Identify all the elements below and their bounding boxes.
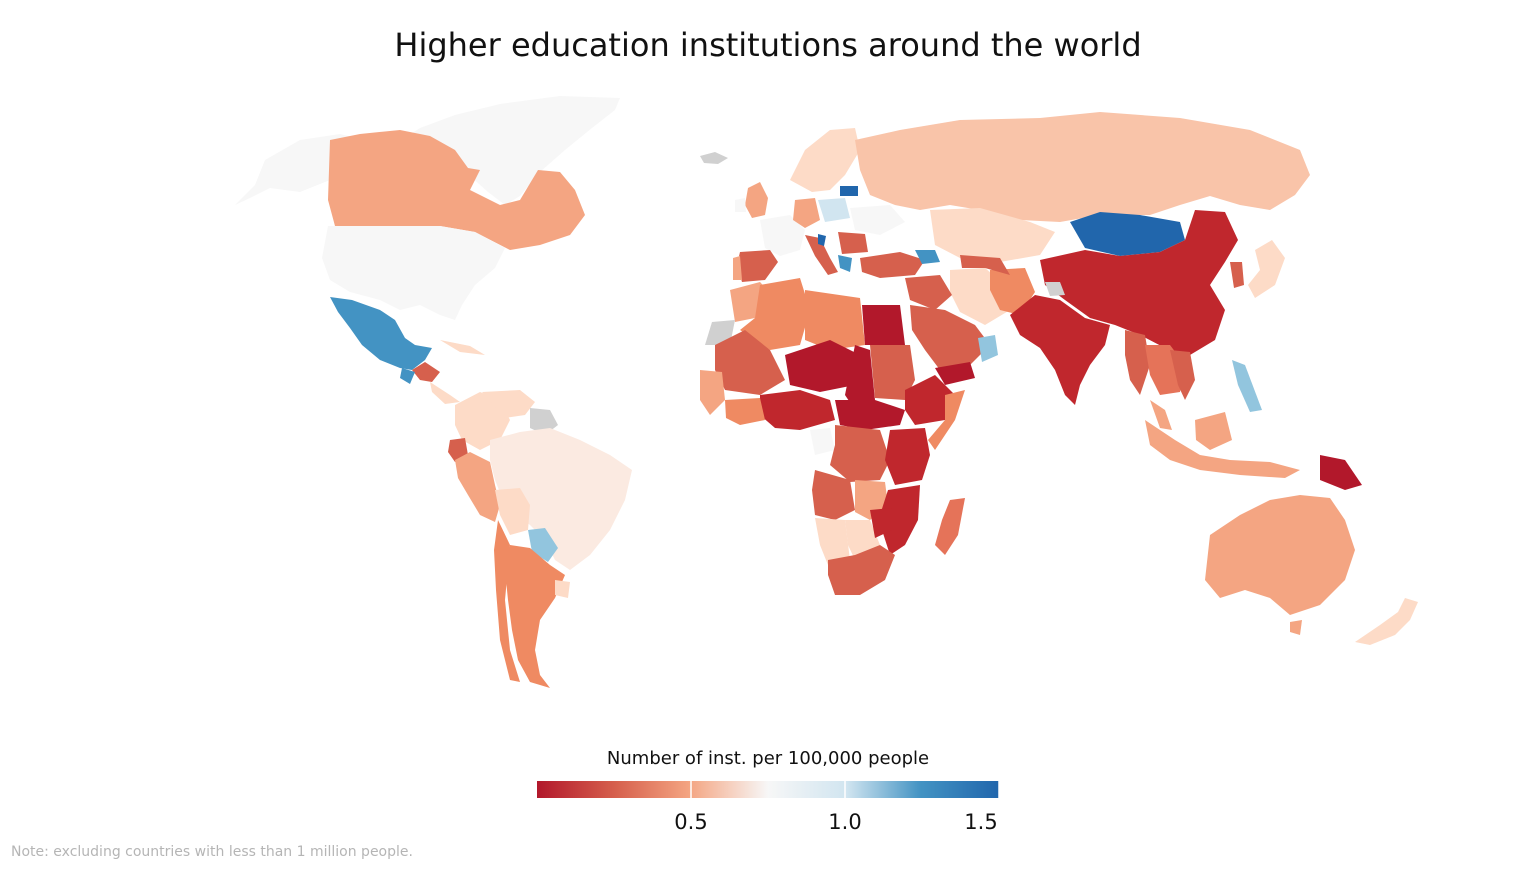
country-gabon-congo[interactable] xyxy=(810,428,835,455)
country-angola[interactable] xyxy=(812,470,855,520)
country-mozambique[interactable] xyxy=(880,485,920,555)
country-yemen[interactable] xyxy=(935,362,975,385)
country-russia[interactable] xyxy=(855,112,1310,222)
country-central-asia[interactable] xyxy=(960,255,1010,275)
country-korea[interactable] xyxy=(1230,262,1244,288)
country-vietnam[interactable] xyxy=(1170,350,1195,400)
country-madagascar[interactable] xyxy=(935,498,965,555)
country-turkey[interactable] xyxy=(860,252,925,278)
country-myanmar[interactable] xyxy=(1125,330,1150,395)
country-uruguay[interactable] xyxy=(555,580,570,598)
country-guyana[interactable] xyxy=(530,408,558,435)
country-ethiopia[interactable] xyxy=(905,375,955,425)
country-japan[interactable] xyxy=(1248,240,1285,298)
country-new-zealand[interactable] xyxy=(1355,598,1418,645)
country-iraq-syria[interactable] xyxy=(905,275,952,310)
colorbar xyxy=(537,781,999,798)
country-nigeria-region[interactable] xyxy=(760,390,835,430)
footnote: Note: excluding countries with less than… xyxy=(11,844,413,860)
colorbar-tick-label: 0.5 xyxy=(674,810,708,834)
colorbar-ticks xyxy=(690,781,1000,798)
country-nepal-tibet[interactable] xyxy=(1045,282,1065,296)
colorbar-title: Number of inst. per 100,000 people xyxy=(606,748,930,769)
country-namibia[interactable] xyxy=(815,518,850,570)
country-france[interactable] xyxy=(760,215,805,256)
country-spain[interactable] xyxy=(737,250,778,282)
country-italy[interactable] xyxy=(805,235,838,275)
country-shapes xyxy=(235,96,1418,688)
country-guatemala[interactable] xyxy=(400,368,415,384)
country-cuba[interactable] xyxy=(440,340,485,355)
country-ireland[interactable] xyxy=(735,198,746,212)
country-portugal[interactable] xyxy=(733,256,742,280)
country-mongolia[interactable] xyxy=(1070,212,1185,256)
country-algeria[interactable] xyxy=(740,278,810,350)
country-malaysia[interactable] xyxy=(1150,400,1172,430)
country-peru[interactable] xyxy=(455,452,500,522)
country-sudan[interactable] xyxy=(870,345,915,400)
country-bolivia[interactable] xyxy=(495,488,530,535)
country-argentina[interactable] xyxy=(505,545,565,688)
country-indonesia[interactable] xyxy=(1145,420,1300,478)
country-central-america[interactable] xyxy=(412,362,440,382)
country-united-states[interactable] xyxy=(322,226,505,320)
country-kazakhstan[interactable] xyxy=(930,208,1055,262)
country-balkans[interactable] xyxy=(818,234,826,246)
colorbar-tick-label: 1.5 xyxy=(964,810,998,834)
colorbar-tick-label: 1.0 xyxy=(828,810,862,834)
country-baltics[interactable] xyxy=(840,186,858,196)
country-costa-panama[interactable] xyxy=(430,382,460,404)
country-west-coast[interactable] xyxy=(700,370,725,415)
country-india[interactable] xyxy=(1010,295,1110,405)
country-greece[interactable] xyxy=(838,255,852,272)
country-poland[interactable] xyxy=(818,198,850,222)
country-philippines[interactable] xyxy=(1232,360,1262,412)
country-greenland[interactable] xyxy=(398,96,620,205)
country-iceland[interactable] xyxy=(700,152,728,164)
country-somalia[interactable] xyxy=(928,390,965,450)
country-libya[interactable] xyxy=(805,290,865,350)
country-china[interactable] xyxy=(1040,210,1238,355)
country-central-africa[interactable] xyxy=(835,400,905,430)
country-tasmania[interactable] xyxy=(1290,620,1302,635)
country-oman[interactable] xyxy=(978,335,998,362)
country-drc[interactable] xyxy=(830,425,890,482)
country-brazil[interactable] xyxy=(490,428,632,570)
country-papua-new-guinea[interactable] xyxy=(1320,455,1362,490)
country-romania-bulgaria[interactable] xyxy=(838,232,868,254)
country-afghanistan-pakistan[interactable] xyxy=(990,268,1035,315)
map-title: Higher education institutions around the… xyxy=(394,26,1142,64)
country-ukraine[interactable] xyxy=(850,205,905,235)
country-ghana-region[interactable] xyxy=(725,398,765,425)
country-east-africa[interactable] xyxy=(885,428,930,485)
country-chile[interactable] xyxy=(494,520,520,682)
country-scandinavia[interactable] xyxy=(790,128,860,192)
country-zimbabwe[interactable] xyxy=(870,508,892,538)
country-venezuela[interactable] xyxy=(482,390,535,418)
country-borneo[interactable] xyxy=(1195,412,1232,450)
country-mexico[interactable] xyxy=(330,297,432,370)
country-south-africa[interactable] xyxy=(828,545,895,595)
country-chad[interactable] xyxy=(845,345,875,410)
country-egypt[interactable] xyxy=(862,305,905,345)
country-germany[interactable] xyxy=(793,198,820,228)
country-australia[interactable] xyxy=(1205,495,1355,615)
country-canada[interactable] xyxy=(328,130,585,250)
country-uk[interactable] xyxy=(745,182,768,218)
country-mauritania-mali[interactable] xyxy=(715,330,785,395)
country-caucasus[interactable] xyxy=(915,250,940,264)
country-saudi-arabia[interactable] xyxy=(910,305,990,370)
country-niger[interactable] xyxy=(785,340,860,392)
